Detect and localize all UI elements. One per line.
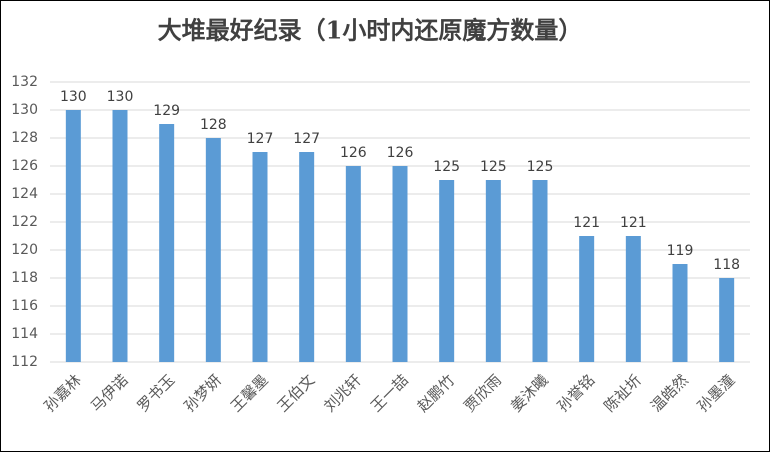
y-tick-label: 118	[11, 270, 38, 286]
y-tick-label: 112	[11, 354, 38, 370]
y-tick-label: 128	[11, 130, 38, 146]
data-label: 126	[387, 145, 414, 161]
y-tick-label: 124	[11, 186, 38, 202]
data-label: 129	[153, 103, 180, 119]
bar	[579, 236, 595, 362]
y-tick-label: 120	[11, 242, 38, 258]
bar	[392, 166, 408, 362]
data-label: 118	[713, 257, 740, 273]
data-label: 130	[107, 89, 134, 105]
bar	[345, 166, 361, 362]
y-tick-label: 122	[11, 214, 38, 230]
y-tick-label: 130	[11, 102, 38, 118]
data-label: 125	[527, 159, 554, 175]
data-label: 126	[340, 145, 367, 161]
y-tick-label: 114	[11, 326, 38, 342]
bar	[439, 180, 455, 362]
y-tick-label: 126	[11, 158, 38, 174]
bar	[299, 152, 315, 362]
data-label: 121	[620, 215, 647, 231]
bar	[625, 236, 641, 362]
data-label: 121	[573, 215, 600, 231]
data-label: 130	[60, 89, 87, 105]
bar	[159, 124, 175, 362]
data-label: 128	[200, 117, 227, 133]
bar	[719, 278, 735, 362]
y-tick-label: 116	[11, 298, 38, 314]
data-label: 119	[667, 243, 694, 259]
bar	[672, 264, 688, 362]
bar	[112, 110, 128, 362]
data-label: 125	[480, 159, 507, 175]
bar	[485, 180, 501, 362]
y-tick-label: 132	[11, 74, 38, 90]
data-label: 127	[293, 131, 320, 147]
chart-title: 大堆最好纪录（1小时内还原魔方数量）	[158, 16, 583, 45]
data-label: 127	[247, 131, 274, 147]
bar	[252, 152, 268, 362]
bar	[65, 110, 81, 362]
bar	[532, 180, 548, 362]
data-label: 125	[433, 159, 460, 175]
bar	[205, 138, 221, 362]
